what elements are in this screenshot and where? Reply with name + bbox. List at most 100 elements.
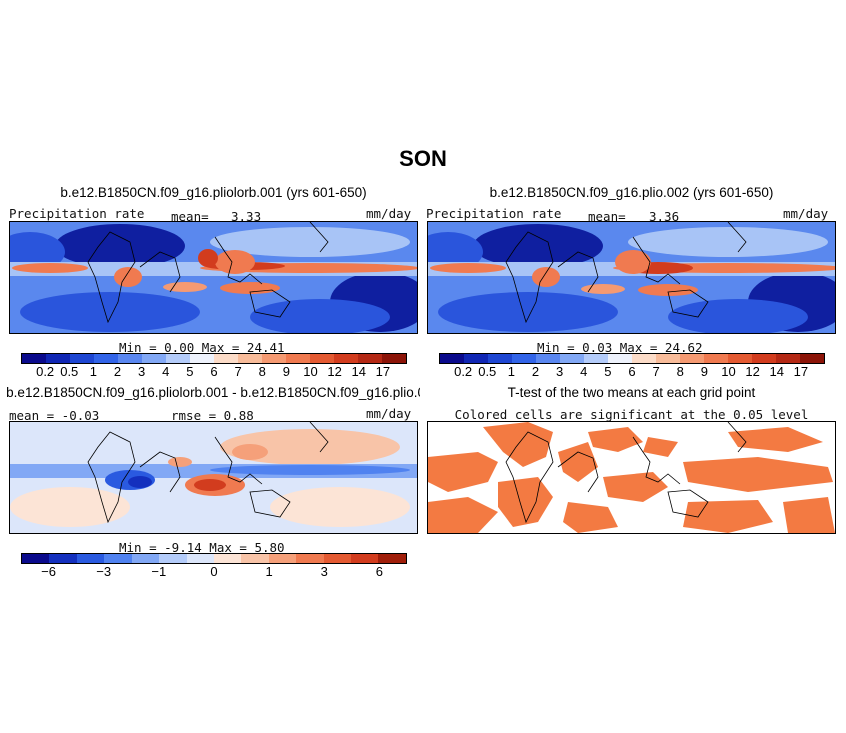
panel2-title: b.e12.B1850CN.f09_g16.plio.002 (yrs 601-… [489, 185, 774, 200]
panel2-colorbar-tick-label: 8 [676, 364, 684, 379]
panel2-colorbar-swatch [752, 354, 776, 363]
panel3-colorbar-swatch [241, 554, 269, 563]
panel3-title: b.e12.B1850CN.f09_g16.pliolorb.001 - b.e… [6, 385, 420, 400]
panel2-colorbar-tick-label: 14 [769, 364, 784, 379]
panel2-minmax: Min = 0.03 Max = 24.62 [537, 340, 703, 355]
panel2-colorbar-swatch [632, 354, 656, 363]
panel3-colorbar-tick-label: 3 [320, 564, 328, 579]
panel1-map-graphic [10, 222, 417, 333]
panel2-variable: Precipitation rate [426, 206, 562, 221]
panel1-colorbar-tick-label: 4 [162, 364, 170, 379]
panel1-colorbar-tick-label: 12 [327, 364, 342, 379]
panel3-colorbar-tick-label: −3 [96, 564, 112, 579]
panel2-colorbar-swatch [728, 354, 752, 363]
panel3-colorbar-tick-label: 1 [265, 564, 273, 579]
panel1-colorbar-tick-label: 3 [138, 364, 146, 379]
panel2-colorbar-swatch [776, 354, 800, 363]
panel1-colorbar-swatch [70, 354, 94, 363]
panel3-colorbar-swatch [213, 554, 242, 563]
panel1-colorbar-tick-label: 6 [210, 364, 218, 379]
panel3-title-clip: b.e12.B1850CN.f09_g16.pliolorb.001 - b.e… [0, 385, 420, 403]
panel3-colorbar-swatch [76, 554, 105, 563]
panel3-colorbar-swatch [159, 554, 187, 563]
panel2-colorbar-tick-label: 1 [507, 364, 515, 379]
panel4-map-graphic [428, 422, 835, 533]
panel2-colorbar-swatch [512, 354, 536, 363]
panel3-colorbar-swatch [268, 554, 297, 563]
panel2-map-graphic [428, 222, 835, 333]
panel3-colorbar-swatch [49, 554, 77, 563]
panel2-colorbar-tick-label: 6 [628, 364, 636, 379]
panel2-colorbar-swatch [584, 354, 608, 363]
panel1-colorbar-tick-label: 0.5 [60, 364, 79, 379]
panel2-colorbar-tick-label: 0.2 [454, 364, 473, 379]
panel2-colorbar-tick-label: 2 [531, 364, 540, 379]
panel1-colorbar-swatch [382, 354, 406, 363]
panel4-ttest-map [427, 421, 836, 534]
panel1-colorbar-swatch [166, 354, 190, 363]
panel1-colorbar-tick-label: 2 [113, 364, 122, 379]
panel4-subtitle: Colored cells are significant at the 0.0… [454, 407, 809, 422]
panel1-minmax: Min = 0.00 Max = 24.41 [119, 340, 285, 355]
panel3-mean: mean = -0.03 [9, 408, 100, 423]
panel3-colorbar-swatch [131, 554, 160, 563]
panel2-colorbar-swatch [536, 354, 560, 363]
panel1-colorbar-swatch [310, 354, 334, 363]
panel3-colorbar-swatch [296, 554, 324, 563]
panel1-colorbar-swatch [334, 354, 358, 363]
panel3-colorbar-tick-label: −1 [151, 564, 167, 579]
panel1-colorbar-swatch [190, 354, 214, 363]
panel2-colorbar-ticks: 0.2 0.5 1 2 3 4 5 6 7 8 9 10 12 14 17 [439, 364, 825, 380]
panel2-colorbar-tick-label: 7 [652, 364, 660, 379]
panel2-colorbar-tick-label: 5 [604, 364, 612, 379]
panel1-colorbar-tick-label: 0.2 [36, 364, 55, 379]
panel1-units: mm/day [366, 206, 412, 221]
panel3-map-graphic [10, 422, 417, 533]
panel3-colorbar-swatch [323, 554, 352, 563]
panel2-colorbar-tick-label: 0.5 [478, 364, 497, 379]
panel3-colorbar-tick-label: −6 [41, 564, 56, 579]
panel1-colorbar [21, 353, 407, 364]
panel2-colorbar-swatch [680, 354, 704, 363]
panel2-mean-label: mean= [588, 209, 626, 224]
panel1-mean-value: 3.33 [231, 209, 262, 224]
panel1-precip-map [9, 221, 418, 334]
panel3-colorbar-tick-label: 0 [210, 564, 218, 579]
panel1-colorbar-tick-label: 17 [375, 364, 391, 379]
panel2-colorbar-swatch [464, 354, 488, 363]
panel3-colorbar-swatch [186, 554, 214, 563]
panel1-colorbar-swatch [94, 354, 118, 363]
panel2-mean-value: 3.36 [649, 209, 680, 224]
panel2-colorbar-swatch [800, 354, 824, 363]
panel4-title: T-test of the two means at each grid poi… [507, 385, 756, 400]
panel2-colorbar-tick-label: 10 [721, 364, 736, 379]
panel1-title: b.e12.B1850CN.f09_g16.pliolorb.001 (yrs … [60, 185, 367, 200]
panel1-colorbar-tick-label: 14 [351, 364, 366, 379]
panel1-colorbar-tick-label: 9 [282, 364, 290, 379]
panel1-colorbar-swatch [238, 354, 262, 363]
panel2-colorbar-tick-label: 3 [556, 364, 564, 379]
panel1-colorbar-tick-label: 5 [186, 364, 194, 379]
panel1-colorbar-swatch [46, 354, 70, 363]
panel1-colorbar-swatch [358, 354, 382, 363]
panel3-units: mm/day [366, 406, 412, 421]
panel2-colorbar-swatch [704, 354, 728, 363]
panel1-colorbar-swatch [118, 354, 142, 363]
panel1-colorbar-swatch [262, 354, 286, 363]
panel3-rmse: rmse = 0.88 [171, 408, 254, 423]
panel1-colorbar-swatch [142, 354, 166, 363]
panel1-colorbar-ticks: 0.2 0.5 1 2 3 4 5 6 7 8 9 10 12 14 17 [21, 364, 407, 380]
panel2-colorbar-tick-label: 4 [580, 364, 588, 379]
panel3-colorbar-tick-label: 6 [375, 564, 384, 579]
panel1-colorbar-tick-label: 7 [234, 364, 242, 379]
panel1-colorbar-tick-label: 1 [89, 364, 97, 379]
panel2-colorbar-tick-label: 12 [745, 364, 760, 379]
panel3-colorbar [21, 553, 407, 564]
panel2-units: mm/day [783, 206, 829, 221]
panel2-colorbar-swatch [488, 354, 512, 363]
panel2-colorbar-swatch [560, 354, 584, 363]
panel2-colorbar-tick-label: 9 [700, 364, 708, 379]
panel2-colorbar [439, 353, 825, 364]
panel2-colorbar-swatch [608, 354, 632, 363]
panel2-colorbar-tick-label: 17 [793, 364, 809, 379]
